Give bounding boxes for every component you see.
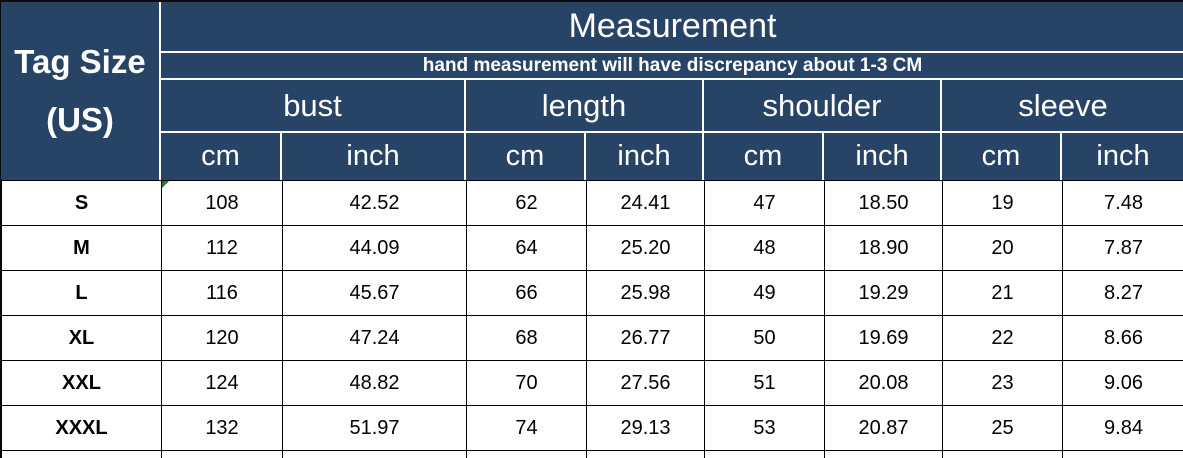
value-cell: 66 <box>466 270 587 316</box>
value-cell: 19.29 <box>824 270 943 316</box>
value-cell: 9.06 <box>1062 360 1183 406</box>
value-cell: 50 <box>704 315 825 361</box>
value-cell: 27.56 <box>586 360 705 406</box>
value-cell: 9.84 <box>1062 405 1183 451</box>
size-cell: L <box>1 270 162 316</box>
table-row: L 116 45.67 66 25.98 49 19.29 21 8.27 <box>1 270 1183 316</box>
value-cell: 112 <box>161 225 283 271</box>
value-cell: 20.87 <box>824 405 943 451</box>
value-cell: 25.98 <box>586 270 705 316</box>
chart-subtitle: hand measurement will have discrepancy a… <box>161 53 1183 80</box>
table-row: XXL 124 48.82 70 27.56 51 20.08 23 9.06 <box>1 360 1183 406</box>
group-header-shoulder: shoulder <box>704 80 942 133</box>
green-triangle-icon <box>162 181 169 188</box>
value-cell: 8.27 <box>1062 270 1183 316</box>
unit-header-length-cm: cm <box>466 133 586 180</box>
tag-size-line2: (US) <box>46 101 114 138</box>
value-cell: 8.66 <box>1062 315 1183 361</box>
value-cell: 51.97 <box>282 405 467 451</box>
value-cell: 21 <box>942 270 1063 316</box>
value-cell: 23 <box>942 360 1063 406</box>
value-cell: 42.52 <box>282 180 467 226</box>
tag-size-header: Tag Size (US) <box>1 2 161 180</box>
value-cell: 74 <box>466 405 587 451</box>
table-row-partial <box>1 450 1183 458</box>
value-cell: 7.48 <box>1062 180 1183 226</box>
value-cell: 26.77 <box>586 315 705 361</box>
value-cell: 24.41 <box>586 180 705 226</box>
value-cell: 124 <box>161 360 283 406</box>
group-header-length: length <box>466 80 704 133</box>
value-cell: 44.09 <box>282 225 467 271</box>
value-cell: 18.90 <box>824 225 943 271</box>
value-cell: 70 <box>466 360 587 406</box>
size-cell: XL <box>1 315 162 361</box>
value-cell: 19 <box>942 180 1063 226</box>
value-cell: 47 <box>704 180 825 226</box>
table-row: S 108 42.52 62 24.41 47 18.50 19 7.48 <box>1 180 1183 226</box>
size-cell: XXXL <box>1 405 162 451</box>
value-cell: 45.67 <box>282 270 467 316</box>
value-cell: 53 <box>704 405 825 451</box>
table-row: M 112 44.09 64 25.20 48 18.90 20 7.87 <box>1 225 1183 271</box>
table-row: XXXL 132 51.97 74 29.13 53 20.87 25 9.84 <box>1 405 1183 451</box>
value-cell: 49 <box>704 270 825 316</box>
size-cell: XXL <box>1 360 162 406</box>
size-data-table: S 108 42.52 62 24.41 47 18.50 19 7.48 M … <box>1 180 1183 458</box>
value-cell: 120 <box>161 315 283 361</box>
unit-header-bust-cm: cm <box>161 133 282 180</box>
group-header-bust: bust <box>161 80 466 133</box>
value-cell: 19.69 <box>824 315 943 361</box>
chart-title: Measurement <box>161 2 1183 53</box>
value-cell: 48.82 <box>282 360 467 406</box>
value-cell: 20.08 <box>824 360 943 406</box>
measurement-header-table: Tag Size (US) Measurement hand measureme… <box>1 2 1183 180</box>
value-cell: 62 <box>466 180 587 226</box>
unit-header-bust-inch: inch <box>282 133 466 180</box>
value-cell: 64 <box>466 225 587 271</box>
group-header-sleeve: sleeve <box>942 80 1183 133</box>
value-cell: 18.50 <box>824 180 943 226</box>
value-cell: 108 <box>161 180 283 226</box>
unit-header-sleeve-inch: inch <box>1096 140 1150 172</box>
value-cell: 22 <box>942 315 1063 361</box>
unit-header-shoulder-inch: inch <box>824 133 942 180</box>
value-cell: 116 <box>161 270 283 316</box>
value-cell: 25.20 <box>586 225 705 271</box>
size-cell: M <box>1 225 162 271</box>
unit-header-shoulder-cm: cm <box>704 133 824 180</box>
value-cell: 48 <box>704 225 825 271</box>
value-cell: 132 <box>161 405 283 451</box>
size-cell: S <box>1 180 162 226</box>
value-cell: 7.87 <box>1062 225 1183 271</box>
value-cell: 29.13 <box>586 405 705 451</box>
unit-header-length-inch: inch <box>586 133 704 180</box>
value-cell: 47.24 <box>282 315 467 361</box>
value-cell: 20 <box>942 225 1063 271</box>
unit-header-sleeve-cm: cm <box>942 133 1062 180</box>
value-cell: 68 <box>466 315 587 361</box>
value-cell: 25 <box>942 405 1063 451</box>
value-cell: 51 <box>704 360 825 406</box>
table-row: XL 120 47.24 68 26.77 50 19.69 22 8.66 <box>1 315 1183 361</box>
tag-size-line1: Tag Size <box>14 43 146 81</box>
